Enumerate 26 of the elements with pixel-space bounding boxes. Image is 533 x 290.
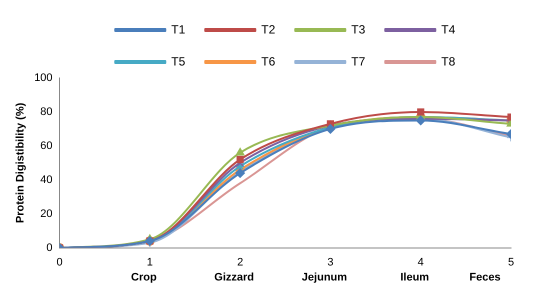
x-tick-label: 2 [237, 256, 244, 268]
y-tick-label: 80 [40, 106, 53, 118]
y-tick-label: 40 [40, 174, 53, 186]
legend-label: T1 [171, 22, 186, 36]
legend-label: T6 [261, 54, 276, 68]
x-tick-label: 1 [146, 256, 153, 268]
legend-label: T5 [171, 54, 186, 68]
legend-label: T3 [351, 22, 366, 36]
x-tick-label: 5 [508, 256, 514, 268]
legend-label: T7 [351, 54, 366, 68]
text: Jejunum [302, 271, 348, 284]
y-tick-label: 60 [40, 140, 53, 152]
x-tick-label: 3 [327, 256, 334, 268]
text: Ileum [400, 271, 430, 284]
y-tick-label: 20 [40, 208, 53, 220]
text: Gizzard [214, 271, 254, 284]
y-tick-label: 0 [46, 242, 53, 254]
legend-label: T2 [261, 22, 276, 36]
y-tick-label: 100 [34, 72, 53, 84]
text: Feces [469, 271, 501, 284]
y-axis-title: Protein Digistibility (%) [14, 102, 27, 224]
x-tick-label: 4 [418, 256, 424, 268]
text: Crop [131, 271, 157, 284]
x-tick-label: 0 [56, 256, 63, 268]
legend-label: T4 [441, 22, 456, 36]
legend-label: T8 [441, 54, 456, 68]
